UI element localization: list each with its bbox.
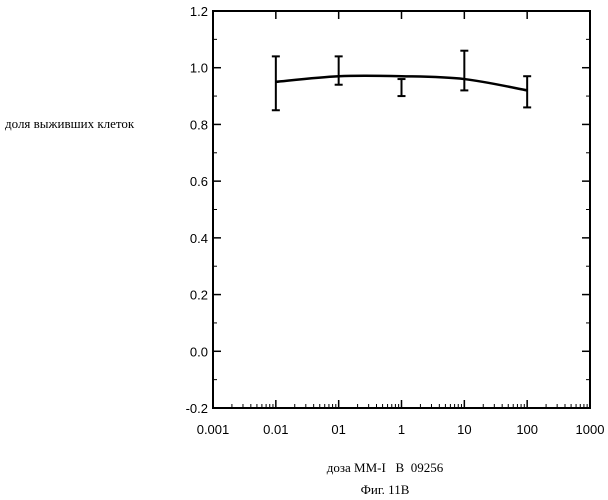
x-tick-label: 100 <box>516 422 538 437</box>
x-ticks <box>213 11 590 408</box>
y-tick-label: 0.8 <box>190 117 208 132</box>
y-tick-label: 0.4 <box>190 231 208 246</box>
y-tick-label: 1.0 <box>190 61 208 76</box>
y-tick-label: 1.2 <box>190 4 208 19</box>
y-axis-label: доля выживших клеток <box>5 116 135 131</box>
y-tick-label: -0.2 <box>186 401 208 416</box>
x-tick-label: 0.01 <box>263 422 288 437</box>
plot-frame <box>213 11 590 408</box>
x-axis-label: доза ММ-I В 09256 <box>327 460 444 475</box>
x-tick-label: 0.001 <box>197 422 230 437</box>
y-ticks <box>213 11 590 408</box>
x-tick-label: 10 <box>457 422 471 437</box>
y-tick-label: 0.6 <box>190 174 208 189</box>
x-tick-label: 1 <box>398 422 405 437</box>
x-tick-label: 01 <box>331 422 345 437</box>
x-tick-labels: 0.001 0.01 01 1 10 100 1000 <box>197 422 605 437</box>
y-tick-label: 0.0 <box>190 344 208 359</box>
y-tick-labels: -0.2 0.0 0.2 0.4 0.6 0.8 1.0 1.2 <box>186 4 208 416</box>
y-tick-label: 0.2 <box>190 288 208 303</box>
series-layer <box>272 51 531 111</box>
x-tick-label: 1000 <box>576 422 605 437</box>
figure-caption: Фиг. 11В <box>361 482 410 497</box>
